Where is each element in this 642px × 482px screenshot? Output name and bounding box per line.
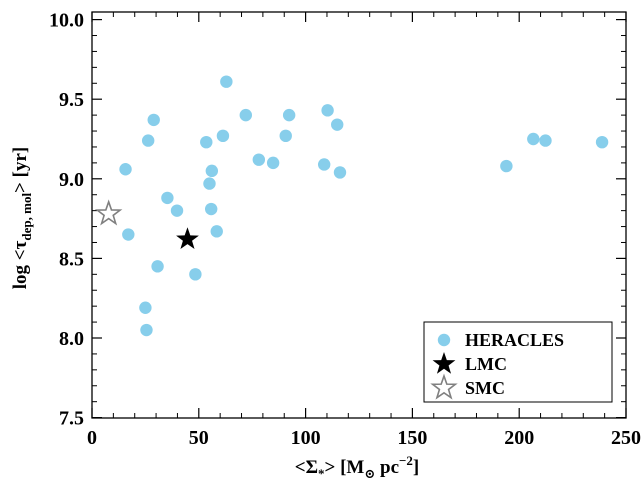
heracles-point [205,164,219,178]
y-tick-label: 7.5 [59,408,84,430]
y-axis-title: log <τdep, mol> [yr] [10,147,34,289]
heracles-point [141,134,155,147]
y-axis-ticks: 7.5 8.0 8.5 9.0 9.5 10.0 [49,10,626,430]
legend-marker-smc [430,373,458,400]
legend-box [423,321,613,403]
heracles-point [161,191,174,205]
heracles-point [204,202,218,216]
heracles-point [282,108,296,122]
y-axis-title-sub: dep, mol [19,193,34,241]
x-tick-label: 150 [397,427,427,449]
x-axis-title-sup: −2 [399,453,413,468]
heracles-point [333,166,347,179]
y-tick-label: 8.5 [59,248,84,270]
heracles-point [527,132,540,146]
legend-marker-lmc [432,352,456,374]
heracles-point [500,159,513,173]
heracles-point [317,158,331,171]
y-tick-label: 9.5 [59,89,84,111]
x-tick-label: 100 [291,427,321,449]
heracles-point [151,260,164,273]
heracles-point [595,135,609,149]
heracles-point [321,104,334,117]
legend-label-heracles: HERACLES [465,330,564,350]
y-axis-title-end: > [yr] [10,147,31,193]
x-tick-label: 0 [87,427,97,449]
lmc-point [176,227,199,249]
smc-point [94,199,123,226]
legend: HERACLES LMC SMC [423,321,613,403]
legend-label-lmc: LMC [465,354,507,374]
legend-marker-heracles [437,333,451,347]
heracles-point [331,118,344,131]
heracles-point [139,301,152,314]
heracles-point [239,108,252,122]
heracles-point [220,75,233,88]
plot-frame [91,11,627,419]
x-axis-title-sub: * [318,466,325,481]
heracles-point [122,228,135,241]
y-axis-title-main: log <τ [10,240,31,289]
x-tick-label: 250 [611,427,641,449]
x-axis-title: <Σ*> [M⊙ pc−2] [295,453,420,481]
y-tick-label: 9.0 [59,169,84,191]
heracles-point [210,225,223,238]
heracles-point [266,156,280,170]
heracles-point [200,135,213,149]
x-axis-title-sun: ⊙ [364,466,375,481]
x-axis-title-main: <Σ [295,457,318,478]
y-tick-label: 8.0 [59,328,84,350]
heracles-point [147,113,160,127]
data-points [94,75,609,337]
heracles-point [189,268,202,281]
heracles-point [279,129,292,143]
x-tick-label: 200 [504,427,534,449]
heracles-point [252,153,266,166]
legend-label-smc: SMC [465,378,505,398]
x-tick-label: 50 [189,427,209,449]
heracles-point [203,177,216,190]
y-tick-label: 10.0 [49,10,84,32]
heracles-point [119,163,132,176]
heracles-point [170,204,184,217]
heracles-point [539,134,552,147]
x-axis-title-unit: pc [375,457,399,478]
x-axis-ticks: 0 50 100 150 200 250 [87,12,641,449]
heracles-point [216,129,230,143]
x-axis-title-bracket: > [M [325,457,365,478]
plot-area-border [91,11,627,419]
x-axis-title-end: ] [413,457,419,478]
heracles-point [140,323,153,337]
